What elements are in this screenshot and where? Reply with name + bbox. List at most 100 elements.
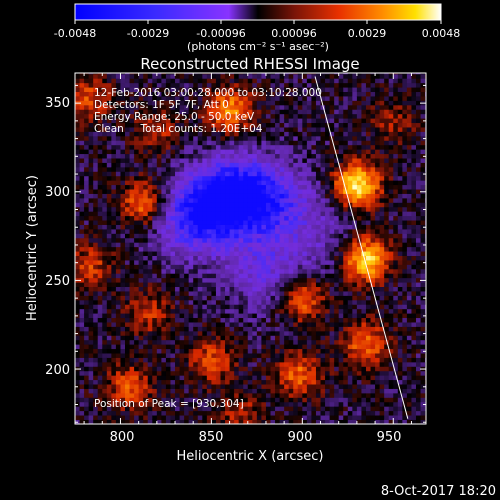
heatmap-pixel xyxy=(265,82,271,88)
heatmap-pixel xyxy=(284,357,290,363)
heatmap-pixel xyxy=(156,295,162,301)
heatmap-pixel xyxy=(256,162,262,168)
heatmap-pixel xyxy=(161,401,167,407)
heatmap-pixel xyxy=(88,211,94,217)
heatmap-pixel xyxy=(161,339,167,345)
heatmap-pixel xyxy=(206,162,212,168)
heatmap-pixel xyxy=(193,233,199,239)
heatmap-pixel xyxy=(215,215,221,221)
heatmap-pixel xyxy=(252,410,258,416)
heatmap-pixel xyxy=(256,184,262,190)
heatmap-pixel xyxy=(75,255,80,261)
heatmap-pixel xyxy=(320,211,326,217)
heatmap-pixel xyxy=(102,299,108,305)
heatmap-pixel xyxy=(215,277,221,283)
heatmap-pixel xyxy=(156,104,162,110)
heatmap-pixel xyxy=(320,233,326,239)
heatmap-pixel xyxy=(175,375,180,381)
heatmap-pixel xyxy=(134,171,140,177)
heatmap-pixel xyxy=(88,410,94,416)
heatmap-pixel xyxy=(215,326,221,332)
heatmap-pixel xyxy=(225,73,230,79)
heatmap-pixel xyxy=(88,149,94,155)
colorbar-tick-label: 0.00096 xyxy=(271,27,317,40)
heatmap-pixel xyxy=(343,384,349,389)
heatmap-pixel xyxy=(129,406,135,412)
heatmap-pixel xyxy=(170,113,176,119)
heatmap-pixel xyxy=(238,401,244,407)
heatmap-pixel xyxy=(252,282,258,288)
heatmap-pixel xyxy=(97,229,103,234)
heatmap-pixel xyxy=(265,335,271,341)
heatmap-pixel xyxy=(143,255,149,261)
heatmap-pixel xyxy=(138,246,144,252)
heatmap-pixel xyxy=(320,273,326,279)
heatmap-pixel xyxy=(247,291,253,296)
heatmap-pixel xyxy=(329,131,335,137)
heatmap-pixel xyxy=(293,158,299,163)
heatmap-pixel xyxy=(343,339,349,345)
heatmap-pixel xyxy=(261,144,267,150)
heatmap-pixel xyxy=(88,242,94,248)
heatmap-pixel xyxy=(102,113,108,119)
heatmap-pixel xyxy=(315,415,321,420)
heatmap-pixel xyxy=(325,348,331,354)
heatmap-pixel xyxy=(329,388,335,394)
heatmap-pixel xyxy=(170,131,176,137)
heatmap-pixel xyxy=(152,224,158,230)
heatmap-pixel xyxy=(279,78,285,84)
heatmap-pixel xyxy=(138,206,144,212)
heatmap-pixel xyxy=(138,295,144,301)
heatmap-pixel xyxy=(297,140,303,146)
heatmap-pixel xyxy=(270,291,276,296)
heatmap-pixel xyxy=(352,299,358,305)
heatmap-pixel xyxy=(315,122,321,128)
heatmap-pixel xyxy=(206,189,212,194)
heatmap-pixel xyxy=(356,348,362,354)
heatmap-pixel xyxy=(279,260,285,265)
heatmap-pixel xyxy=(238,118,244,124)
heatmap-pixel xyxy=(347,224,353,230)
heatmap-pixel xyxy=(147,122,153,128)
heatmap-pixel xyxy=(320,180,326,186)
heatmap-pixel xyxy=(275,361,280,367)
heatmap-pixel xyxy=(352,335,358,341)
heatmap-pixel xyxy=(261,410,267,416)
heatmap-pixel xyxy=(347,180,353,186)
heatmap-pixel xyxy=(297,366,303,372)
heatmap-pixel xyxy=(247,379,253,385)
heatmap-pixel xyxy=(188,229,194,234)
heatmap-pixel xyxy=(129,100,135,106)
heatmap-pixel xyxy=(352,286,358,292)
heatmap-pixel xyxy=(279,273,285,279)
heatmap-pixel xyxy=(265,233,271,239)
heatmap-pixel xyxy=(179,255,185,261)
heatmap-pixel xyxy=(84,211,90,217)
heatmap-pixel xyxy=(334,162,340,168)
heatmap-pixel xyxy=(315,286,321,292)
heatmap-pixel xyxy=(320,392,326,398)
heatmap-pixel xyxy=(188,82,194,88)
heatmap-pixel xyxy=(247,180,253,186)
heatmap-pixel xyxy=(179,224,185,230)
heatmap-pixel xyxy=(161,73,167,79)
heatmap-pixel xyxy=(193,113,199,119)
heatmap-pixel xyxy=(156,401,162,407)
heatmap-pixel xyxy=(256,251,262,256)
heatmap-pixel xyxy=(243,339,249,345)
heatmap-pixel xyxy=(125,322,130,327)
heatmap-pixel xyxy=(315,273,321,279)
heatmap-pixel xyxy=(120,131,126,137)
heatmap-pixel xyxy=(215,197,221,203)
heatmap-pixel xyxy=(156,166,162,172)
heatmap-pixel xyxy=(161,384,167,389)
heatmap-pixel xyxy=(279,392,285,398)
heatmap-pixel xyxy=(302,162,308,168)
heatmap-pixel xyxy=(279,344,285,350)
heatmap-pixel xyxy=(329,233,335,239)
heatmap-pixel xyxy=(347,406,353,412)
heatmap-pixel xyxy=(352,295,358,301)
heatmap-pixel xyxy=(293,220,299,225)
heatmap-pixel xyxy=(125,118,130,124)
heatmap-pixel xyxy=(106,308,112,314)
